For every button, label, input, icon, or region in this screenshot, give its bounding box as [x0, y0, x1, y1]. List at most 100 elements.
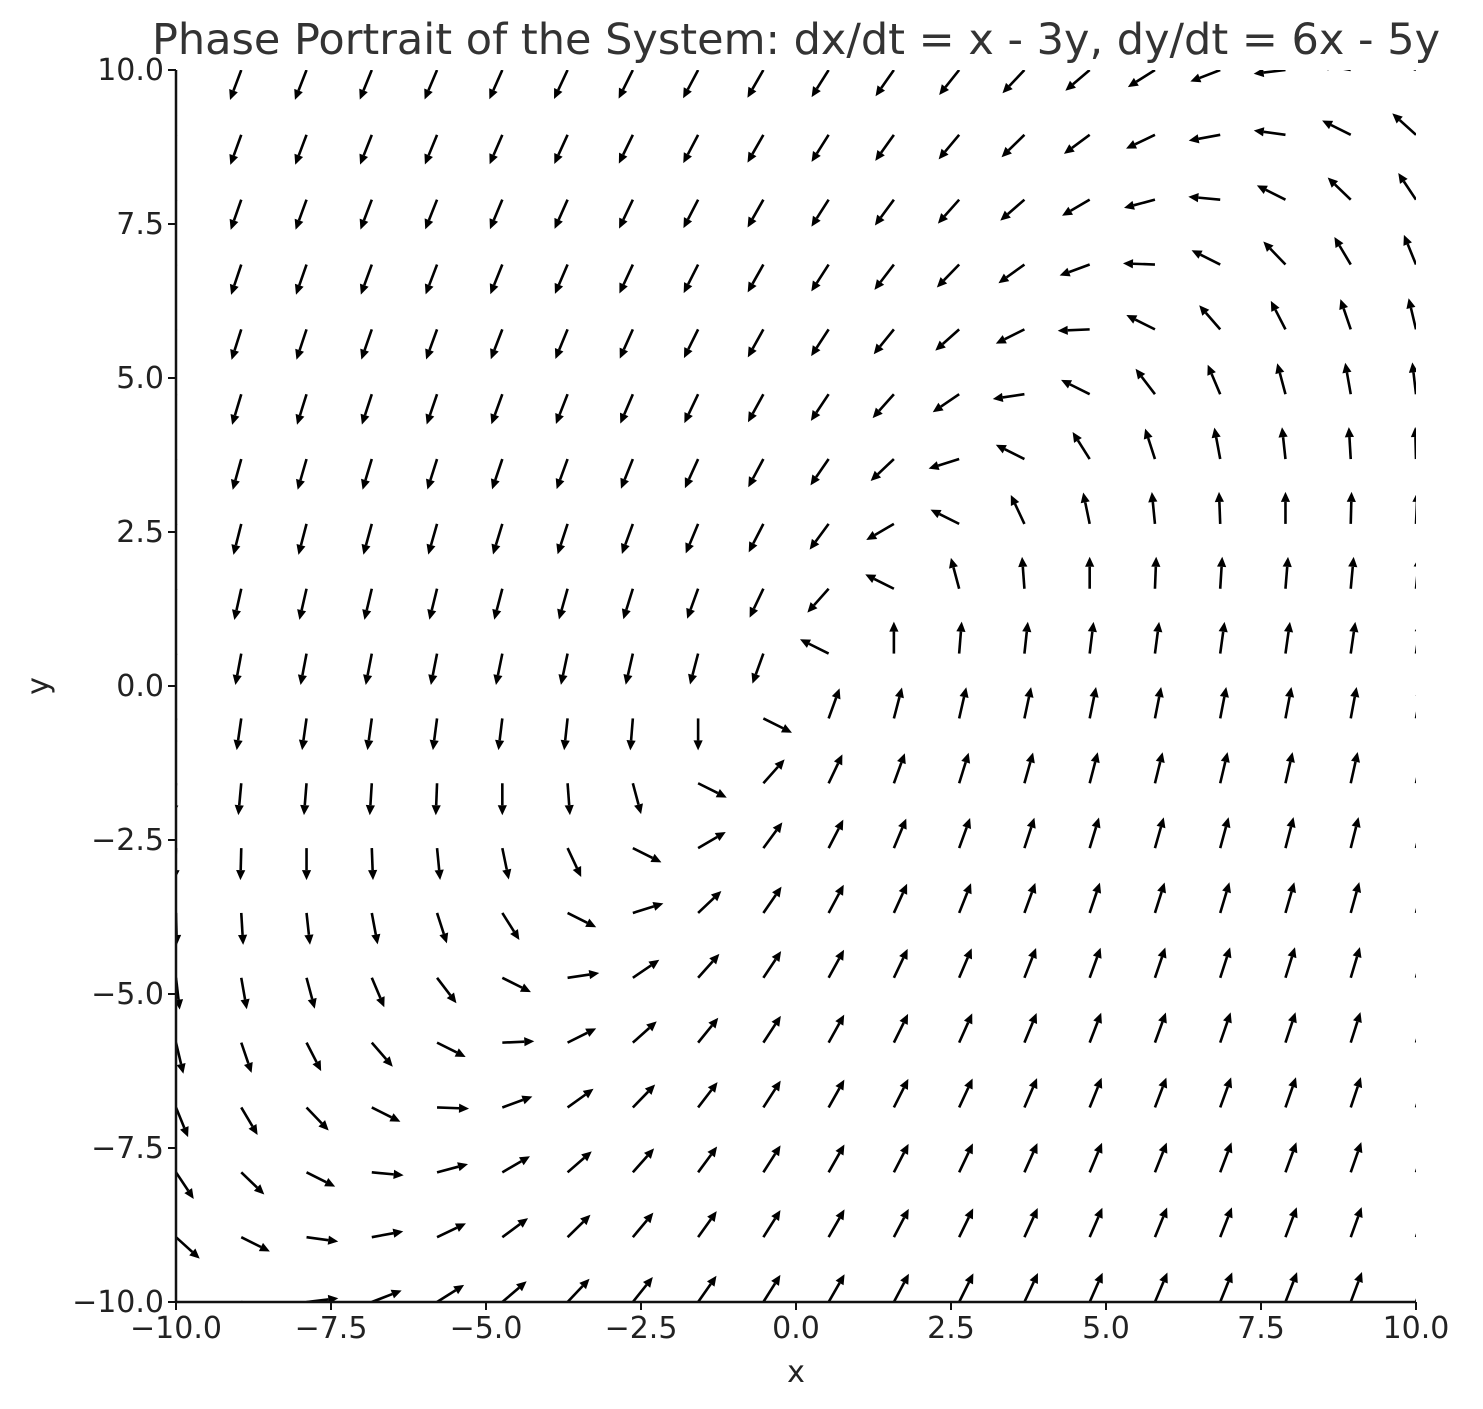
vector-arrow — [359, 199, 374, 230]
vector-arrow — [554, 70, 569, 99]
vector-arrow — [298, 718, 309, 751]
vector-arrow — [747, 134, 765, 163]
x-tick-label: 5.0 — [1082, 1311, 1130, 1346]
vector-arrow — [998, 263, 1026, 284]
vector-arrow — [359, 70, 373, 100]
vector-arrow — [1406, 298, 1416, 330]
vector-arrow — [1190, 70, 1221, 83]
vector-arrow — [1278, 427, 1288, 460]
vector-arrow — [632, 846, 662, 863]
vector-arrow — [239, 977, 250, 1010]
vector-arrow — [495, 718, 505, 751]
vector-arrow — [502, 1037, 535, 1047]
vector-arrow — [490, 328, 504, 360]
vector-arrow — [229, 70, 243, 100]
vector-arrow — [631, 1084, 656, 1109]
vector-arrow — [240, 1171, 265, 1195]
vector-arrow — [631, 1212, 654, 1238]
vector-arrow — [1199, 305, 1222, 331]
vector-arrow — [501, 976, 531, 993]
vector-arrow — [1263, 241, 1287, 266]
vector-arrow — [1270, 300, 1287, 330]
vector-arrow — [1087, 621, 1097, 654]
vector-arrow — [892, 1143, 909, 1173]
vector-arrow — [1151, 556, 1161, 589]
vector-arrow — [1001, 133, 1026, 158]
vector-arrow — [297, 588, 308, 620]
vector-arrow — [230, 328, 243, 360]
vector-arrow — [501, 1095, 533, 1109]
vector-arrow — [892, 1208, 909, 1238]
vector-arrow — [240, 1042, 253, 1073]
vector-arrow — [566, 1278, 590, 1302]
vector-arrow — [1284, 817, 1296, 849]
vector-arrow — [490, 458, 504, 490]
vector-arrow — [949, 557, 961, 590]
vector-arrow — [1088, 882, 1102, 914]
vector-arrow — [554, 134, 569, 164]
vector-arrow — [683, 328, 700, 359]
vector-arrow — [1000, 198, 1026, 221]
vector-arrow — [957, 752, 971, 784]
vector-arrow — [501, 847, 512, 880]
vector-arrow — [554, 199, 569, 229]
vector-arrow — [631, 1277, 653, 1302]
vector-arrow — [1280, 491, 1291, 524]
vector-arrow — [956, 621, 966, 654]
vector-arrow — [176, 1106, 189, 1138]
vector-arrow — [176, 394, 178, 399]
vector-arrow — [230, 458, 243, 490]
vector-arrow — [371, 1289, 402, 1302]
vector-arrow — [370, 1041, 393, 1067]
vector-arrow — [567, 969, 600, 980]
vector-arrow — [1062, 198, 1091, 216]
vector-arrow — [697, 831, 726, 850]
vector-arrow — [424, 199, 439, 230]
vector-arrow — [371, 1228, 404, 1239]
vector-arrow — [873, 328, 895, 355]
vector-arrow — [501, 912, 520, 940]
vector-arrow — [875, 134, 895, 161]
vector-arrow — [1018, 556, 1028, 589]
vector-arrow — [827, 1209, 845, 1238]
y-tick-label: 5.0 — [116, 361, 164, 396]
vector-arrow — [697, 1017, 719, 1044]
vector-arrow — [684, 458, 700, 489]
vector-arrow — [1349, 752, 1360, 784]
vector-arrow — [688, 653, 700, 685]
vector-arrow — [434, 847, 444, 880]
vector-arrow — [1283, 621, 1294, 654]
vector-arrow — [1218, 621, 1228, 654]
vector-arrow — [230, 393, 243, 425]
vector-arrow — [557, 588, 569, 620]
vector-arrow — [1126, 133, 1156, 149]
vector-arrow — [1061, 379, 1091, 396]
vector-arrow — [762, 886, 782, 914]
vector-arrow — [810, 393, 830, 421]
vector-arrow — [305, 977, 317, 1009]
vector-arrow — [632, 959, 660, 979]
vector-arrow — [827, 1079, 845, 1109]
vector-arrow — [1148, 492, 1158, 525]
vector-arrow — [892, 818, 907, 849]
vector-arrow — [424, 134, 439, 165]
vector-arrow — [1414, 1168, 1416, 1173]
vector-arrow — [1153, 1077, 1168, 1108]
vector-arrow — [1349, 686, 1360, 719]
vector-arrow — [1218, 752, 1230, 784]
vector-arrow — [1218, 1142, 1233, 1173]
vector-arrow — [631, 1021, 657, 1044]
vector-arrow — [683, 199, 700, 229]
vector-arrow — [1010, 494, 1026, 525]
vector-arrow — [360, 328, 374, 360]
vector-arrow — [936, 263, 961, 288]
vector-arrow — [361, 523, 374, 555]
vector-arrow — [811, 328, 830, 357]
vector-arrow — [809, 523, 830, 550]
vector-arrow — [957, 1078, 973, 1109]
vector-arrow — [1023, 947, 1037, 979]
vector-arrow — [939, 70, 961, 95]
vector-arrow — [957, 948, 973, 979]
vector-arrow — [294, 134, 308, 165]
vector-arrow — [865, 574, 895, 590]
